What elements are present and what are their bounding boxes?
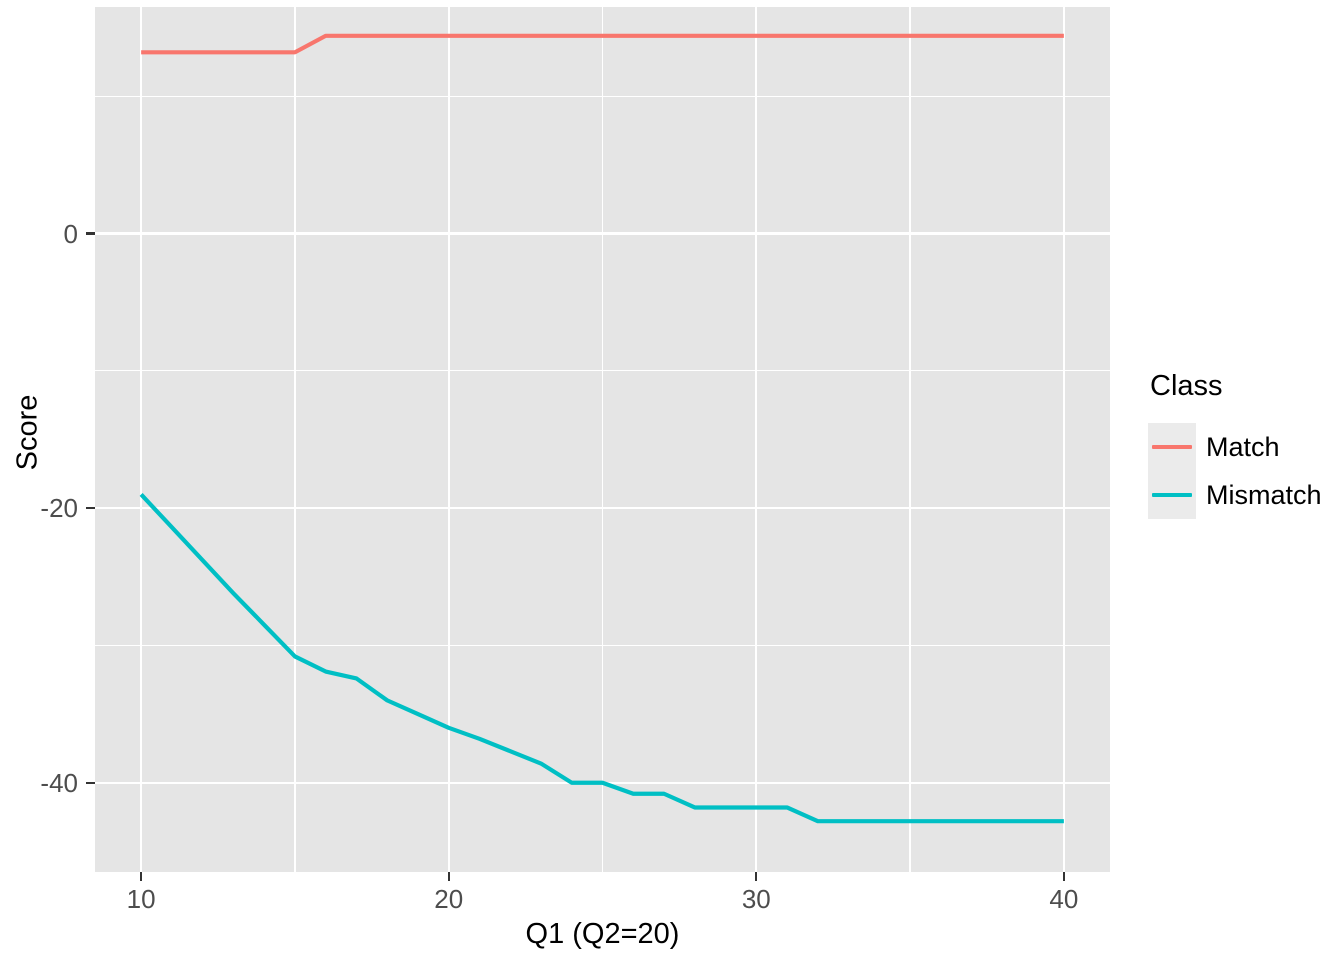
legend-item-match[interactable]: Match bbox=[1148, 423, 1338, 471]
x-tick-label: 10 bbox=[126, 884, 156, 914]
tick-mark-y bbox=[86, 232, 95, 235]
gridline-major-y bbox=[95, 507, 1110, 510]
gridline-minor-y bbox=[95, 370, 1110, 372]
legend-item-mismatch[interactable]: Mismatch bbox=[1148, 471, 1338, 519]
legend-key-swatch bbox=[1148, 423, 1196, 471]
gridline-minor-x bbox=[909, 7, 911, 872]
legend-title: Class bbox=[1150, 370, 1223, 402]
gridline-major-x bbox=[1062, 7, 1065, 872]
gridline-major-x bbox=[447, 7, 450, 872]
y-tick-label: -40 bbox=[40, 767, 78, 798]
series-layer bbox=[139, 33, 1064, 824]
legend-key-line-icon bbox=[1152, 445, 1192, 449]
gridline-minor-y bbox=[95, 95, 1110, 97]
tick-mark-x bbox=[139, 872, 143, 881]
x-tick-label: 40 bbox=[1049, 884, 1079, 914]
legend-key-line-icon bbox=[1152, 493, 1192, 497]
y-axis-title-text: Score bbox=[11, 394, 44, 471]
legend: Class Match Mismatch bbox=[1148, 372, 1338, 519]
x-axis-title: Q1 (Q2=20) bbox=[525, 918, 680, 950]
y-tick-label: -20 bbox=[40, 493, 78, 524]
gridline-major-y bbox=[95, 232, 1110, 235]
legend-item-label: Mismatch bbox=[1206, 479, 1322, 510]
plot-panel bbox=[95, 7, 1110, 872]
gridline-minor-x bbox=[601, 7, 604, 872]
y-axis-title: Score bbox=[10, 0, 46, 865]
tick-mark-x bbox=[1062, 872, 1066, 881]
x-tick-label: 30 bbox=[741, 884, 771, 914]
x-tick-label: 20 bbox=[434, 884, 464, 914]
gridline-minor-x bbox=[294, 7, 296, 872]
series-line-mismatch bbox=[139, 492, 1064, 824]
tick-mark-y bbox=[86, 781, 95, 784]
tick-mark-x bbox=[447, 872, 450, 881]
y-tick-label: 0 bbox=[63, 218, 78, 249]
gridline-minor-y bbox=[95, 644, 1110, 647]
gridline-major-x bbox=[755, 7, 758, 872]
series-line-match bbox=[141, 33, 1064, 55]
gridline-major-x bbox=[140, 7, 143, 872]
tick-mark-y bbox=[86, 506, 95, 510]
legend-item-label: Match bbox=[1206, 431, 1280, 462]
tick-mark-x bbox=[755, 872, 758, 881]
legend-key-swatch bbox=[1148, 471, 1196, 519]
legend-items: Match Mismatch bbox=[1148, 423, 1338, 519]
